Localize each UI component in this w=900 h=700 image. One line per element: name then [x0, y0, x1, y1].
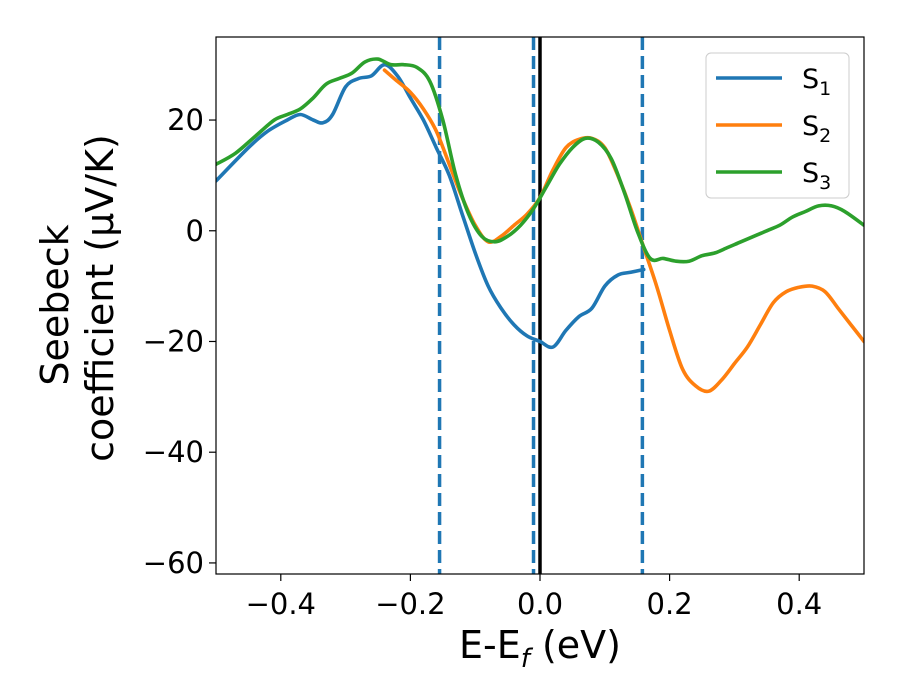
y-axis-title-line2: coefficient (μV/K)	[78, 134, 122, 462]
legend-label-base: S	[802, 64, 819, 95]
x-axis-title-base: E-E	[459, 623, 521, 667]
y-tick-label: 0	[186, 214, 204, 248]
series-line-s3	[216, 57, 864, 264]
y-axis-title-line1: Seebeck	[33, 224, 77, 385]
x-tick-label: 0.2	[647, 587, 693, 621]
legend-label-sub: 1	[819, 78, 831, 100]
legend-label-s1: S1	[802, 64, 831, 100]
x-tick-label: −0.2	[375, 587, 445, 621]
x-axis-title: E-Ef (eV)	[459, 623, 621, 674]
y-tick-label: −20	[143, 324, 204, 358]
x-tick-label: −0.4	[246, 587, 316, 621]
legend-label-base: S	[802, 111, 819, 142]
y-tick-label: 20	[167, 103, 204, 137]
y-tick-label: −40	[143, 435, 204, 469]
x-axis-title-tail: (eV)	[530, 623, 621, 667]
series-line-s1	[216, 62, 646, 350]
x-tick-label: 0.4	[776, 587, 822, 621]
legend-label-sub: 3	[819, 172, 831, 194]
y-tick-label: −60	[143, 546, 204, 580]
legend-label-sub: 2	[819, 125, 831, 147]
legend-label-s2: S2	[802, 111, 831, 147]
x-tick-label: 0.0	[517, 587, 563, 621]
legend-label-base: S	[802, 158, 819, 189]
legend-label-s3: S3	[802, 158, 831, 194]
